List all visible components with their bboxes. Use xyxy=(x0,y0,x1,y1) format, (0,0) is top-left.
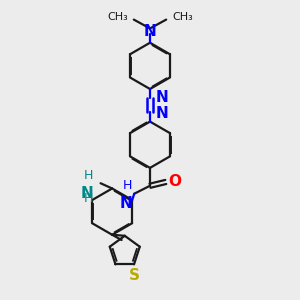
Text: S: S xyxy=(128,268,140,283)
Text: N: N xyxy=(156,106,169,121)
Text: H: H xyxy=(84,192,93,205)
Text: N: N xyxy=(156,90,169,105)
Text: O: O xyxy=(168,175,181,190)
Text: H: H xyxy=(123,179,132,192)
Text: H: H xyxy=(84,169,93,182)
Text: CH₃: CH₃ xyxy=(172,13,193,22)
Text: N: N xyxy=(80,186,93,201)
Text: N: N xyxy=(119,196,132,211)
Text: CH₃: CH₃ xyxy=(107,13,128,22)
Text: N: N xyxy=(144,24,156,39)
